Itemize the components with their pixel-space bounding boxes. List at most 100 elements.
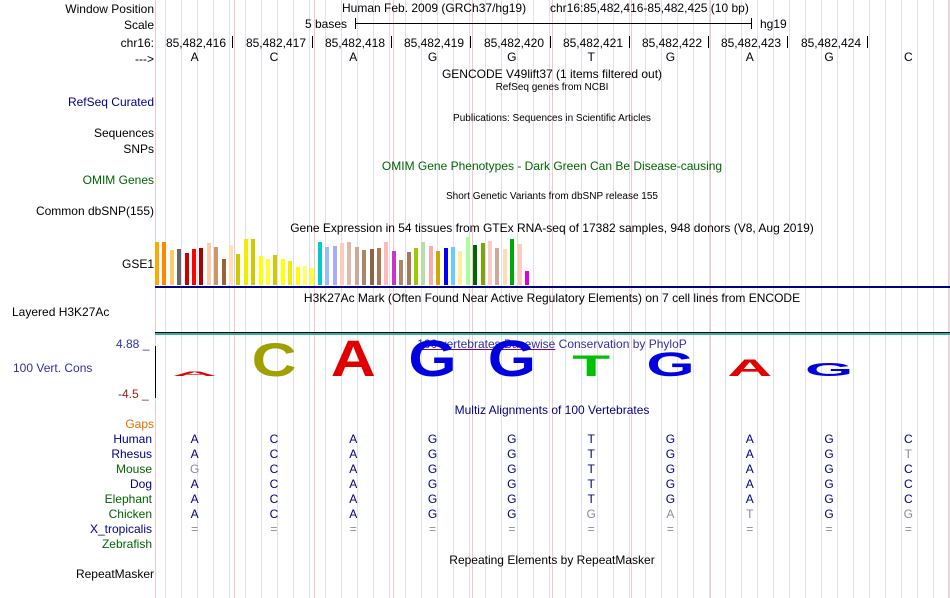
- gtex-bar[interactable]: [192, 249, 196, 285]
- track-label-cons[interactable]: 100 Vert. Cons: [13, 361, 93, 375]
- track-label-refseq[interactable]: RefSeq Curated: [67, 95, 154, 109]
- gtex-bar[interactable]: [391, 250, 396, 285]
- dbsnp-title[interactable]: Short Genetic Variants from dbSNP releas…: [446, 191, 658, 202]
- alignment-base: A: [349, 447, 358, 461]
- gtex-bar[interactable]: [280, 258, 285, 285]
- gtex-bar[interactable]: [495, 248, 500, 285]
- gtex-bar[interactable]: [458, 250, 463, 285]
- track-label-dbsnp[interactable]: Common dbSNP(155): [35, 204, 154, 218]
- gtex-bar[interactable]: [480, 242, 485, 285]
- gtex-bar[interactable]: [473, 244, 478, 285]
- publications-title[interactable]: Publications: Sequences in Scientific Ar…: [453, 113, 651, 124]
- gtex-bar[interactable]: [221, 258, 226, 285]
- phylop-title[interactable]: 100 vertebrates Basewise Conservation by…: [417, 337, 687, 351]
- gtex-bar[interactable]: [428, 246, 433, 285]
- gtex-bar[interactable]: [273, 254, 278, 285]
- alignment-base: A: [745, 447, 754, 461]
- gtex-bar[interactable]: [340, 242, 344, 285]
- gtex-bar[interactable]: [236, 253, 241, 285]
- gtex-bar[interactable]: [354, 246, 359, 285]
- gtex-bar[interactable]: [399, 259, 404, 285]
- grid-line-major: [314, 0, 315, 598]
- species-label[interactable]: X_tropicalis: [89, 522, 152, 536]
- track-label-gse1[interactable]: GSE1: [121, 257, 154, 271]
- gtex-bar[interactable]: [377, 247, 381, 285]
- gtex-bar[interactable]: [155, 241, 159, 285]
- alignment-base: G: [586, 507, 596, 521]
- coordinate-label: 85,482,423: [720, 36, 781, 50]
- gtex-bar[interactable]: [177, 249, 182, 285]
- gtex-bar[interactable]: [229, 244, 233, 285]
- h3k27ac-title[interactable]: H3K27Ac Mark (Often Found Near Active Re…: [303, 291, 801, 305]
- strand-arrow-label[interactable]: --->: [135, 52, 154, 66]
- species-label[interactable]: Dog: [129, 477, 152, 491]
- track-label-snps[interactable]: SNPs: [123, 142, 154, 156]
- multiz-title[interactable]: Multiz Alignments of 100 Vertebrates: [454, 403, 650, 417]
- gtex-bar[interactable]: [169, 250, 174, 285]
- species-label[interactable]: Mouse: [115, 462, 152, 476]
- track-label-repeatmasker[interactable]: RepeatMasker: [75, 567, 154, 581]
- gtex-bar[interactable]: [502, 249, 507, 285]
- coordinate-tick: [391, 36, 392, 48]
- species-label[interactable]: Rhesus: [111, 447, 152, 461]
- gtex-bar[interactable]: [414, 248, 418, 285]
- gtex-bar[interactable]: [206, 242, 211, 285]
- grid-line-minor: [533, 0, 534, 598]
- gtex-baseline: [155, 286, 950, 288]
- refseq-title[interactable]: RefSeq genes from NCBI: [495, 82, 609, 93]
- gtex-bar[interactable]: [406, 252, 411, 285]
- logo-column: G: [646, 345, 694, 383]
- gtex-bar[interactable]: [436, 251, 441, 285]
- alignment-base: A: [190, 432, 199, 446]
- track-label-sequences[interactable]: Sequences: [93, 126, 154, 140]
- alignment-base: A: [745, 477, 754, 491]
- gtex-bar[interactable]: [369, 249, 374, 285]
- reference-base: G: [427, 50, 438, 64]
- gtex-expression-bars[interactable]: [155, 237, 535, 285]
- track-label-gaps[interactable]: Gaps: [125, 417, 154, 431]
- gtex-bar[interactable]: [199, 248, 204, 285]
- gtex-title[interactable]: Gene Expression in 54 tissues from GTEx …: [290, 221, 814, 235]
- species-label[interactable]: Human: [113, 432, 152, 446]
- repeatmasker-title[interactable]: Repeating Elements by RepeatMasker: [449, 553, 655, 567]
- scale-bar: [355, 23, 752, 24]
- gtex-bar[interactable]: [214, 247, 219, 285]
- gtex-bar[interactable]: [266, 258, 270, 285]
- gtex-bar[interactable]: [243, 239, 248, 285]
- gtex-bar[interactable]: [303, 265, 307, 285]
- grid-line-minor: [821, 0, 822, 598]
- gencode-title[interactable]: GENCODE V49lift37 (1 items filtered out): [441, 67, 663, 81]
- gtex-bar[interactable]: [251, 239, 256, 285]
- gtex-bar[interactable]: [184, 252, 189, 285]
- gtex-bar[interactable]: [451, 246, 455, 285]
- species-label[interactable]: Chicken: [108, 507, 152, 521]
- coordinate-label: 85,482,418: [324, 36, 385, 50]
- gtex-bar[interactable]: [288, 261, 293, 285]
- gtex-bar[interactable]: [525, 270, 529, 285]
- gtex-bar[interactable]: [362, 249, 367, 285]
- gtex-bar[interactable]: [310, 267, 315, 285]
- gtex-bar[interactable]: [510, 239, 515, 285]
- coordinate-tick: [312, 36, 313, 48]
- omim-title[interactable]: OMIM Gene Phenotypes - Dark Green Can Be…: [381, 159, 723, 173]
- track-label-omim[interactable]: OMIM Genes: [82, 173, 154, 187]
- species-label[interactable]: Elephant: [104, 492, 152, 506]
- gtex-bar[interactable]: [258, 256, 263, 285]
- gtex-bar[interactable]: [517, 244, 522, 285]
- gtex-bar[interactable]: [325, 247, 330, 285]
- gtex-bar[interactable]: [295, 266, 300, 285]
- gtex-bar[interactable]: [384, 241, 389, 285]
- track-label-h3k27ac[interactable]: Layered H3K27Ac: [12, 305, 110, 319]
- species-label[interactable]: Zebrafish: [101, 537, 152, 551]
- coordinate-label: 85,482,424: [800, 36, 861, 50]
- gtex-bar[interactable]: [347, 241, 352, 285]
- gtex-bar[interactable]: [332, 246, 337, 285]
- gtex-bar[interactable]: [443, 247, 448, 285]
- alignment-base: C: [904, 477, 913, 491]
- gtex-bar[interactable]: [465, 237, 470, 285]
- gtex-bar[interactable]: [421, 241, 426, 285]
- gtex-bar[interactable]: [488, 240, 492, 285]
- gtex-bar[interactable]: [162, 241, 167, 285]
- alignment-base: G: [507, 507, 517, 521]
- gtex-bar[interactable]: [317, 241, 322, 285]
